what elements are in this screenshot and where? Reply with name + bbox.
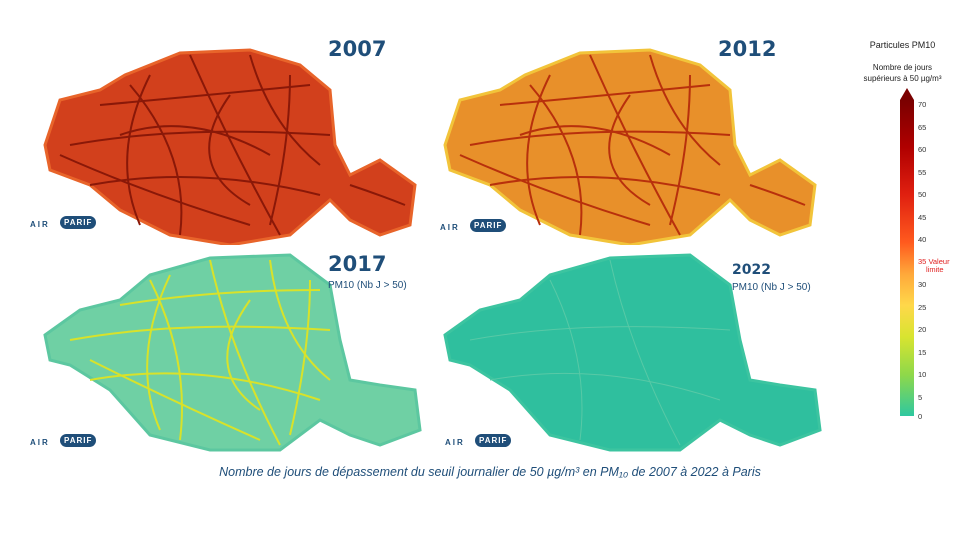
road-network-2007 <box>59 54 406 236</box>
year-label: 2012 <box>718 37 777 61</box>
logo-air-text: AIR <box>440 223 460 232</box>
legend-subtitle-line1: Nombre de jours <box>872 63 933 72</box>
airparif-logo: AIR PARIF <box>435 418 525 458</box>
logo-air-text: AIR <box>30 438 50 447</box>
paris-shape-2007 <box>43 48 417 245</box>
logo-parif-text: PARIF <box>60 216 97 229</box>
road-network-2022 <box>469 259 731 446</box>
map-panel-2007: 2007 AIR PARIF <box>30 35 430 245</box>
legend-tick: 20 <box>918 325 927 334</box>
map-panel-2012: 2012 AIR PARIF <box>430 35 830 245</box>
legend-gradient <box>900 100 914 416</box>
limit-value: 35 Valeur limite <box>918 258 950 274</box>
legend-tick: 25 <box>918 303 927 312</box>
legend-arrow <box>900 88 914 100</box>
paris-map-2012 <box>443 48 817 245</box>
figure-caption: Nombre de jours de dépassement du seuil … <box>219 465 761 479</box>
logo-parif-text: PARIF <box>60 434 97 447</box>
year-label: 2017 <box>328 252 387 276</box>
paris-shape-2017 <box>43 253 422 452</box>
legend-tick: 15 <box>918 348 927 357</box>
year-label: 2022 <box>732 262 771 278</box>
limit-value-label-2: limite <box>926 265 944 274</box>
legend-tick: 50 <box>918 190 927 199</box>
color-scale-legend: Particules PM10 Nombre de jours supérieu… <box>840 40 980 440</box>
legend-tick: 65 <box>918 123 927 132</box>
legend-tick: 45 <box>918 213 927 222</box>
logo-parif-text: PARIF <box>475 434 512 447</box>
legend-tick: 40 <box>918 235 927 244</box>
legend-title: Particules PM10 <box>869 40 936 50</box>
airparif-logo: AIR PARIF <box>20 418 110 458</box>
legend-tick: 5 <box>918 393 923 402</box>
limit-value-label-1: Valeur <box>928 257 950 266</box>
legend-tick: 0 <box>918 412 923 421</box>
paris-shape-2012 <box>443 48 817 245</box>
road-network-2017 <box>69 259 331 446</box>
logo-air-text: AIR <box>30 220 50 229</box>
map-panel-2017: 2017 PM10 (Nb J > 50) AIR PARIF <box>30 250 430 460</box>
legend-tick: 30 <box>918 280 927 289</box>
legend-color-bar <box>900 88 914 416</box>
paris-map-2007 <box>43 48 417 245</box>
airparif-logo: AIR PARIF <box>20 200 110 240</box>
year-label: 2007 <box>328 37 387 61</box>
legend-tick: 70 <box>918 100 927 109</box>
legend-tick: 10 <box>918 370 927 379</box>
paris-map-2017 <box>43 253 422 452</box>
metric-label: PM10 (Nb J > 50) <box>328 280 407 291</box>
legend-tick: 55 <box>918 168 927 177</box>
map-panel-2022: 2022 PM10 (Nb J > 50) AIR PARIF <box>430 250 830 460</box>
logo-parif-text: PARIF <box>470 219 507 232</box>
legend-subtitle: Nombre de jours supérieurs à 50 µg/m³ <box>840 62 965 84</box>
road-network-2012 <box>459 54 806 236</box>
limit-value-number: 35 <box>918 257 927 266</box>
metric-label: PM10 (Nb J > 50) <box>732 282 811 293</box>
legend-subtitle-line2: supérieurs à 50 µg/m³ <box>863 74 942 83</box>
legend-tick: 60 <box>918 145 927 154</box>
paris-map-2022 <box>443 253 822 452</box>
airparif-logo: AIR PARIF <box>430 203 520 243</box>
paris-shape-2022 <box>443 253 822 452</box>
logo-air-text: AIR <box>445 438 465 447</box>
